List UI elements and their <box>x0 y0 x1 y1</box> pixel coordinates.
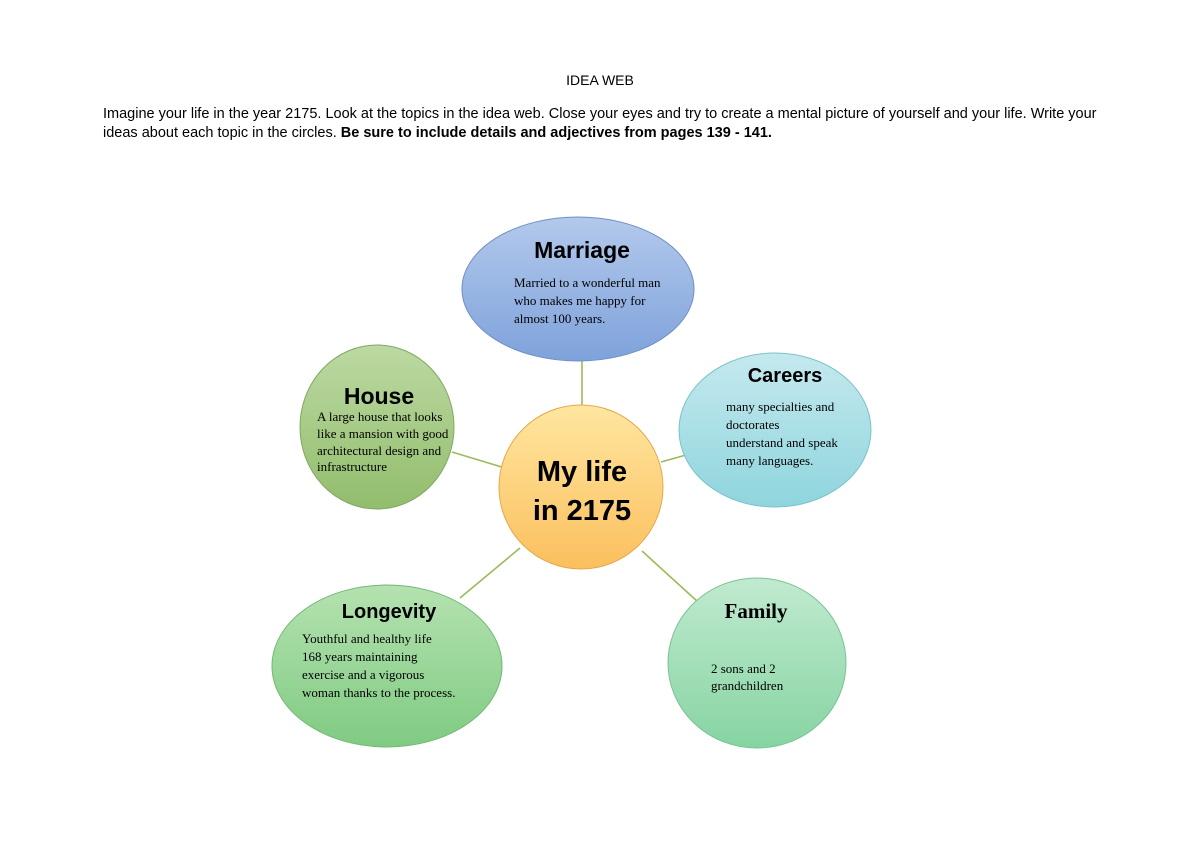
family-title: Family <box>725 599 788 623</box>
careers-line-3: understand and speak <box>726 435 838 450</box>
connector-family <box>641 550 699 603</box>
house-line-1: A large house that looks <box>317 409 442 424</box>
careers-title: Careers <box>748 365 823 387</box>
instructions-bold-text: Be sure to include details and adjective… <box>340 125 772 141</box>
family-line-2: grandchildren <box>711 678 784 693</box>
careers-line-2: doctorates <box>726 417 779 432</box>
marriage-line-2: who makes me happy for <box>514 293 646 308</box>
node-center: My life in 2175 <box>498 404 664 570</box>
page-title: IDEA WEB <box>566 72 634 88</box>
marriage-line-3: almost 100 years. <box>514 311 605 326</box>
connector-longevity <box>459 547 521 599</box>
family-line-1: 2 sons and 2 <box>711 661 776 676</box>
longevity-line-2: 168 years maintaining <box>302 649 418 664</box>
marriage-circle <box>461 216 695 362</box>
house-circle <box>299 344 455 510</box>
center-circle <box>498 404 664 570</box>
node-careers: Careers many specialties and doctorates … <box>678 352 872 508</box>
longevity-line-4: woman thanks to the process. <box>302 685 455 700</box>
instructions-text: Imagine your life in the year 2175. Look… <box>103 106 1097 141</box>
instructions-paragraph: Imagine your life in the year 2175. Look… <box>103 105 1103 143</box>
node-house: House A large house that looks like a ma… <box>299 344 455 510</box>
center-title-line-2: in 2175 <box>533 495 631 527</box>
house-line-3: architectural design and <box>317 443 442 458</box>
connector-house <box>451 451 506 469</box>
node-marriage: Marriage Married to a wonderful man who … <box>461 216 695 362</box>
node-family: Family 2 sons and 2 grandchildren <box>667 577 847 749</box>
connector-lines <box>451 360 699 603</box>
marriage-line-1: Married to a wonderful man <box>514 275 661 290</box>
center-title-line-1: My life <box>537 456 627 488</box>
house-line-4: infrastructure <box>317 459 387 474</box>
careers-line-4: many languages. <box>726 453 813 468</box>
longevity-circle <box>271 584 503 748</box>
longevity-title: Longevity <box>342 601 437 623</box>
house-line-2: like a mansion with good <box>317 426 449 441</box>
longevity-line-3: exercise and a vigorous <box>302 667 424 682</box>
careers-circle <box>678 352 872 508</box>
node-longevity: Longevity Youthful and healthy life 168 … <box>271 584 503 748</box>
marriage-title: Marriage <box>534 237 630 263</box>
longevity-line-1: Youthful and healthy life <box>302 631 432 646</box>
connector-careers <box>660 454 687 463</box>
family-circle <box>667 577 847 749</box>
house-title: House <box>344 383 414 409</box>
careers-line-1: many specialties and <box>726 399 835 414</box>
